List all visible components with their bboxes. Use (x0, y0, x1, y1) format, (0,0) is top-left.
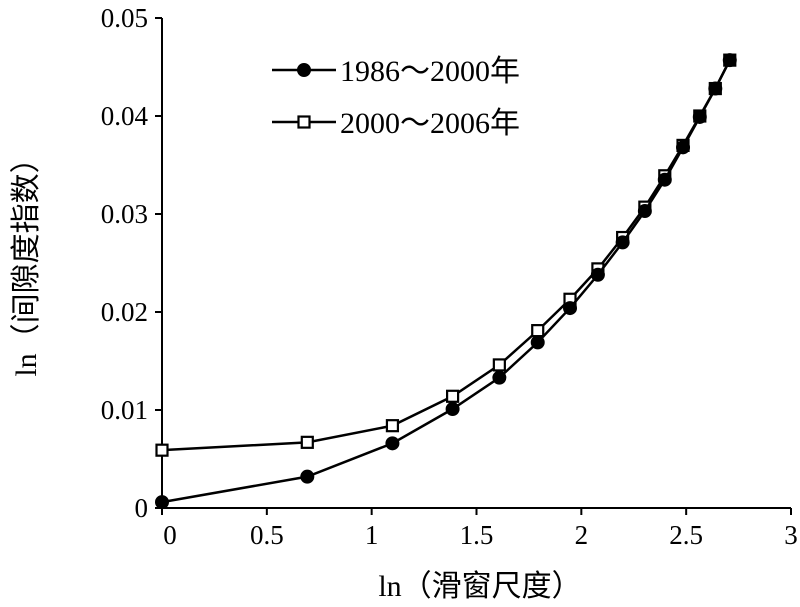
data-point (492, 358, 506, 372)
data-point (530, 335, 545, 350)
x-tick-label: 1.5 (460, 520, 494, 550)
data-point (155, 443, 169, 457)
y-tick-label: 0 (135, 493, 149, 523)
x-tick-label: 0 (163, 520, 177, 550)
y-axis-title: ln（间隙度指数） (10, 143, 43, 376)
legend-label: 2000～2006年 (340, 107, 520, 140)
data-point (385, 436, 400, 451)
y-tick-label: 0.03 (101, 199, 148, 229)
legend-item: 2000～2006年 (272, 107, 520, 140)
data-point (590, 267, 605, 282)
data-point (445, 389, 460, 403)
legend-item: 1986～2000年 (272, 55, 520, 88)
x-tick-label: 0.5 (250, 520, 284, 550)
data-point (708, 81, 723, 96)
y-tick-label: 0.04 (101, 101, 149, 131)
data-point (492, 370, 507, 385)
data-point (637, 204, 652, 219)
data-point (445, 402, 460, 417)
data-point (300, 435, 314, 449)
x-axis-title: ln（滑窗尺度） (378, 570, 581, 603)
legend-label: 1986～2000年 (340, 55, 520, 88)
y-ticks: 0 0.01 0.02 0.03 0.04 0.05 (101, 3, 162, 523)
series-1 (155, 53, 737, 510)
x-tick-label: 3 (784, 520, 798, 550)
y-tick-label: 0.02 (101, 297, 148, 327)
data-point (676, 140, 691, 155)
legend: 1986～2000年 2000～2006年 (272, 55, 520, 140)
legend-marker (297, 115, 311, 129)
data-point (692, 109, 707, 124)
data-point (155, 495, 169, 510)
axes (161, 18, 791, 509)
data-point (385, 419, 400, 433)
x-tick-label: 2.5 (669, 520, 703, 550)
x-tick-label: 2 (575, 520, 589, 550)
data-point (563, 301, 578, 316)
series-layer (155, 53, 737, 510)
legend-marker (297, 63, 311, 77)
data-point (722, 53, 737, 68)
y-tick-label: 0.05 (101, 3, 148, 33)
data-point (300, 469, 315, 484)
data-point (531, 324, 545, 338)
y-tick-label: 0.01 (101, 395, 148, 425)
x-ticks: 0 0.5 1 1.5 2 2.5 3 (161, 508, 798, 550)
x-tick-label: 1 (365, 520, 379, 550)
data-point (615, 235, 630, 250)
data-point (657, 172, 672, 187)
